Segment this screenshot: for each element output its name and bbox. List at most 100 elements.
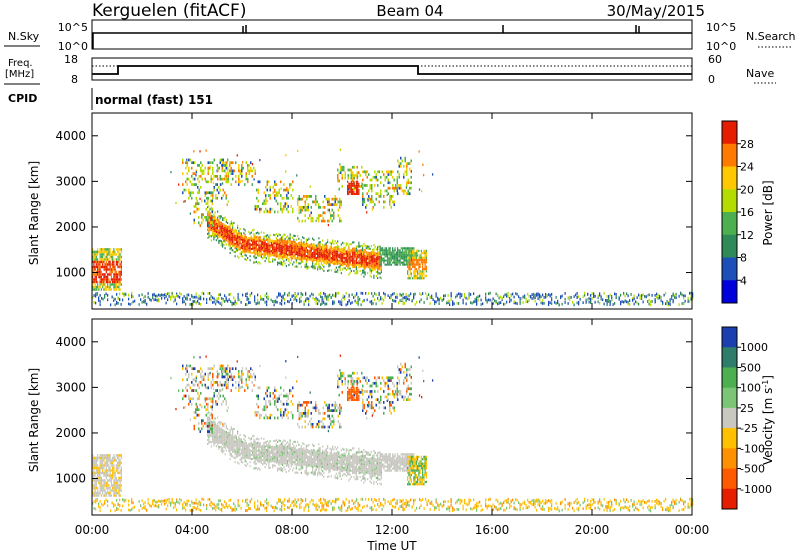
power-cell xyxy=(373,264,375,267)
power-cell xyxy=(674,296,676,299)
power-cell xyxy=(122,298,124,302)
power-cell xyxy=(414,292,416,296)
power-cell xyxy=(352,259,354,262)
power-cell xyxy=(263,252,265,255)
power-cell xyxy=(345,264,347,267)
power-cell xyxy=(333,250,335,253)
power-cell xyxy=(328,203,330,206)
power-cell xyxy=(387,181,389,185)
power-cell xyxy=(118,280,120,284)
power-cell xyxy=(429,296,431,299)
power-cell xyxy=(304,219,306,223)
power-cell xyxy=(500,295,502,299)
power-cell xyxy=(270,241,272,244)
power-cell xyxy=(413,265,415,268)
power-cell xyxy=(114,275,116,279)
power-cell xyxy=(522,301,524,304)
power-cell xyxy=(330,203,332,206)
power-cell xyxy=(492,302,494,305)
power-cell xyxy=(239,242,241,245)
power-cell xyxy=(434,302,436,306)
power-cell xyxy=(95,292,97,296)
power-cell xyxy=(656,295,658,299)
power-cell xyxy=(340,165,342,169)
velocity-cell xyxy=(600,501,602,505)
velocity-cell xyxy=(95,498,97,502)
power-cell xyxy=(254,295,256,299)
power-cell xyxy=(219,233,221,236)
power-cell xyxy=(113,265,115,269)
power-cell xyxy=(270,254,272,257)
power-cell xyxy=(334,248,336,251)
velocity-cell xyxy=(684,505,686,509)
power-cell xyxy=(260,241,262,244)
power-cell xyxy=(397,253,399,256)
power-cell xyxy=(309,246,311,249)
power-cell xyxy=(290,246,292,250)
power-cell xyxy=(353,192,355,196)
nave-tick-high: 60 xyxy=(708,53,722,66)
power-cell xyxy=(343,168,345,172)
velocity-cell xyxy=(99,466,101,470)
velocity-cell xyxy=(266,501,268,505)
velocity-cell xyxy=(300,501,302,505)
velocity-cell xyxy=(92,471,94,475)
power-cell xyxy=(215,196,217,200)
power-cell xyxy=(476,302,478,306)
power-cell xyxy=(234,236,236,239)
power-cell xyxy=(206,191,208,195)
power-cell xyxy=(303,257,305,260)
power-cell xyxy=(97,268,99,271)
power-cell xyxy=(225,298,227,302)
velocity-cell xyxy=(525,506,527,510)
velocity-cell xyxy=(627,506,629,510)
power-cell xyxy=(315,200,317,204)
power-cell xyxy=(277,251,279,254)
velocity-cell xyxy=(488,504,490,508)
power-cell xyxy=(239,232,241,235)
power-cell xyxy=(232,238,234,241)
power-cell xyxy=(579,297,581,301)
power-cell xyxy=(681,302,683,305)
power-cell xyxy=(372,248,374,251)
power-cell xyxy=(100,248,102,251)
power-cell xyxy=(268,260,270,263)
velocity-cell xyxy=(555,501,557,505)
velocity-cell xyxy=(663,499,665,503)
velocity-cell xyxy=(477,501,479,505)
power-cell xyxy=(395,295,397,299)
power-cell xyxy=(294,243,296,246)
power-cell xyxy=(294,296,296,300)
power-cell xyxy=(322,264,324,267)
power-cell xyxy=(102,250,104,254)
power-cell xyxy=(533,297,535,301)
velocity-cell xyxy=(99,476,101,480)
power-cell xyxy=(338,247,340,250)
power-cell xyxy=(221,297,223,300)
power-cell xyxy=(197,185,199,189)
power-cell xyxy=(417,274,419,278)
power-cell xyxy=(214,219,216,222)
power-cell xyxy=(362,292,364,295)
velocity-cell xyxy=(537,498,539,502)
power-cell xyxy=(397,257,399,260)
power-cell xyxy=(360,291,362,295)
power-cell xyxy=(250,247,252,251)
power-cell xyxy=(349,257,351,260)
power-cell xyxy=(398,255,400,258)
power-cell xyxy=(225,296,227,300)
velocity-cell xyxy=(465,502,467,506)
velocity-cell xyxy=(606,505,608,508)
power-cell xyxy=(417,249,419,253)
power-cell xyxy=(119,283,121,286)
power-cell xyxy=(313,267,315,270)
power-cell xyxy=(585,298,587,302)
power-cell xyxy=(219,235,221,238)
power-cell xyxy=(102,265,104,269)
power-cell xyxy=(104,250,106,254)
velocity-cell xyxy=(213,506,215,510)
power-cell xyxy=(336,203,338,206)
power-cell xyxy=(253,249,255,252)
power-cell xyxy=(306,208,308,212)
velocity-cell xyxy=(95,486,97,490)
